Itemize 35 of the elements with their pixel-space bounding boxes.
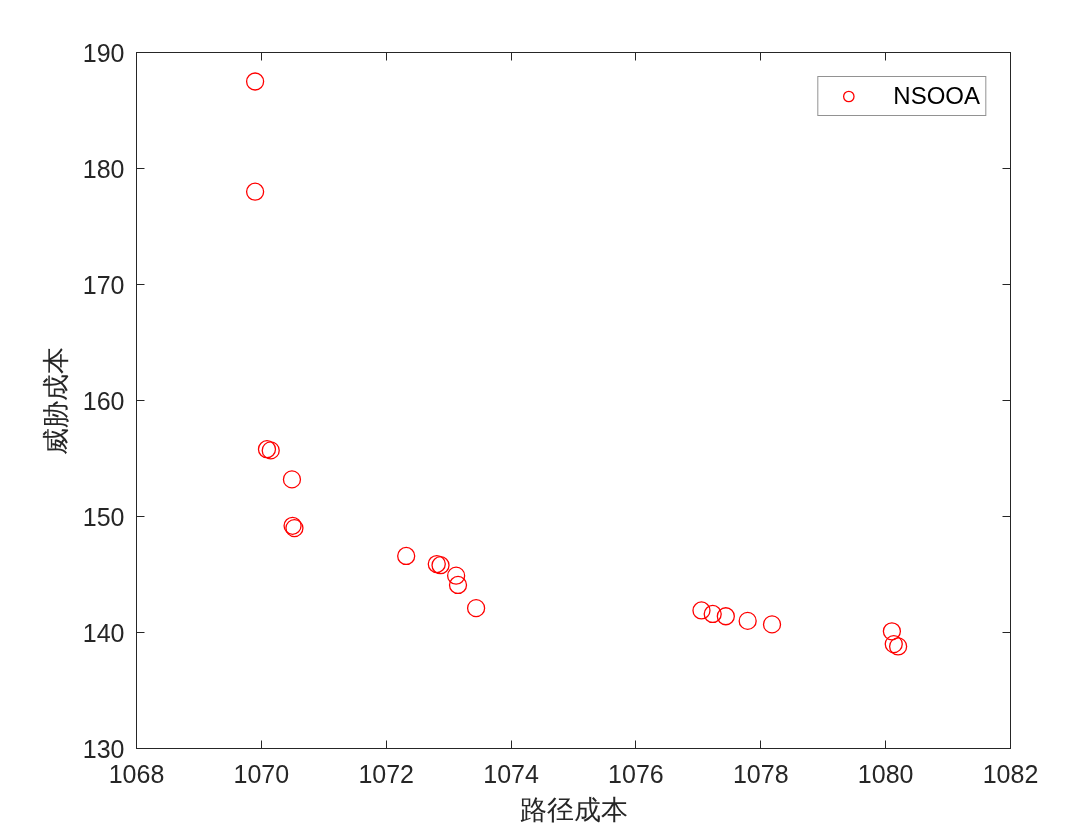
- y-tick-label: 140: [82, 618, 125, 647]
- point: [282, 470, 302, 489]
- point: [431, 556, 450, 575]
- point: [397, 546, 416, 566]
- x-tick-label: 1072: [358, 759, 415, 788]
- x-tick-label: 1078: [732, 759, 789, 788]
- point: [245, 72, 265, 91]
- point: [427, 554, 446, 574]
- x-tick-label: 1074: [483, 759, 539, 788]
- point: [882, 622, 902, 641]
- point: [446, 566, 466, 585]
- x-tick-label: 1070: [233, 759, 290, 788]
- y-tick-label: 170: [82, 270, 125, 299]
- y-tick-label: 180: [82, 154, 125, 183]
- point: [448, 575, 468, 595]
- legend-label: NSOOA: [893, 82, 980, 110]
- point: [245, 182, 265, 201]
- y-tick-label: 190: [82, 38, 125, 67]
- point: [738, 611, 757, 631]
- x-tick-label: 1082: [982, 759, 1039, 788]
- y-tick-label: 160: [82, 386, 125, 415]
- y-tick-label: 150: [82, 502, 125, 531]
- point: [261, 441, 280, 460]
- point: [466, 599, 486, 618]
- point: [884, 634, 903, 654]
- point: [716, 607, 735, 626]
- point: [762, 615, 782, 634]
- x-tick-label: 1080: [857, 759, 914, 788]
- point: [888, 637, 908, 656]
- point: [692, 601, 711, 620]
- y-axis-title: 威胁成本: [39, 346, 71, 455]
- point: [703, 604, 722, 624]
- x-axis-title: 路径成本: [519, 793, 628, 825]
- x-tick-label: 1076: [608, 759, 664, 788]
- point: [257, 440, 277, 459]
